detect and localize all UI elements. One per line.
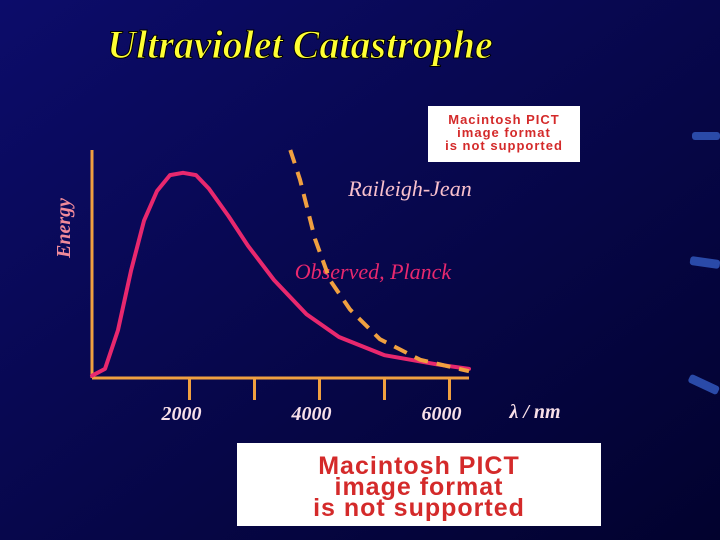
- x-tick-label: 2000: [161, 403, 202, 425]
- placeholder-text: is not supported: [313, 494, 525, 522]
- series-label: Observed, Planck: [295, 259, 453, 284]
- x-tick-label: 6000: [422, 403, 462, 425]
- x-axis-label: λ / nm: [508, 401, 560, 423]
- image-placeholder: Macintosh PICT image format is not suppo…: [428, 106, 580, 162]
- series-label: Raileigh-Jean: [347, 176, 471, 201]
- placeholder-text: image format: [335, 473, 504, 501]
- series-line: [90, 170, 471, 378]
- placeholder-text: image format: [457, 125, 551, 140]
- placeholder-text: Macintosh PICT: [318, 452, 520, 480]
- placeholder-text: is not supported: [445, 138, 563, 153]
- plot: 2000 4000 6000: [90, 149, 471, 425]
- y-axis-label: Energy: [53, 198, 75, 259]
- decoration: [688, 132, 720, 395]
- placeholder-text: Macintosh PICT: [448, 112, 560, 127]
- image-placeholder: Macintosh PICT image format is not suppo…: [237, 443, 601, 526]
- chart-title: Ultraviolet Catastrophe: [107, 22, 493, 67]
- x-tick-label: 4000: [291, 403, 332, 425]
